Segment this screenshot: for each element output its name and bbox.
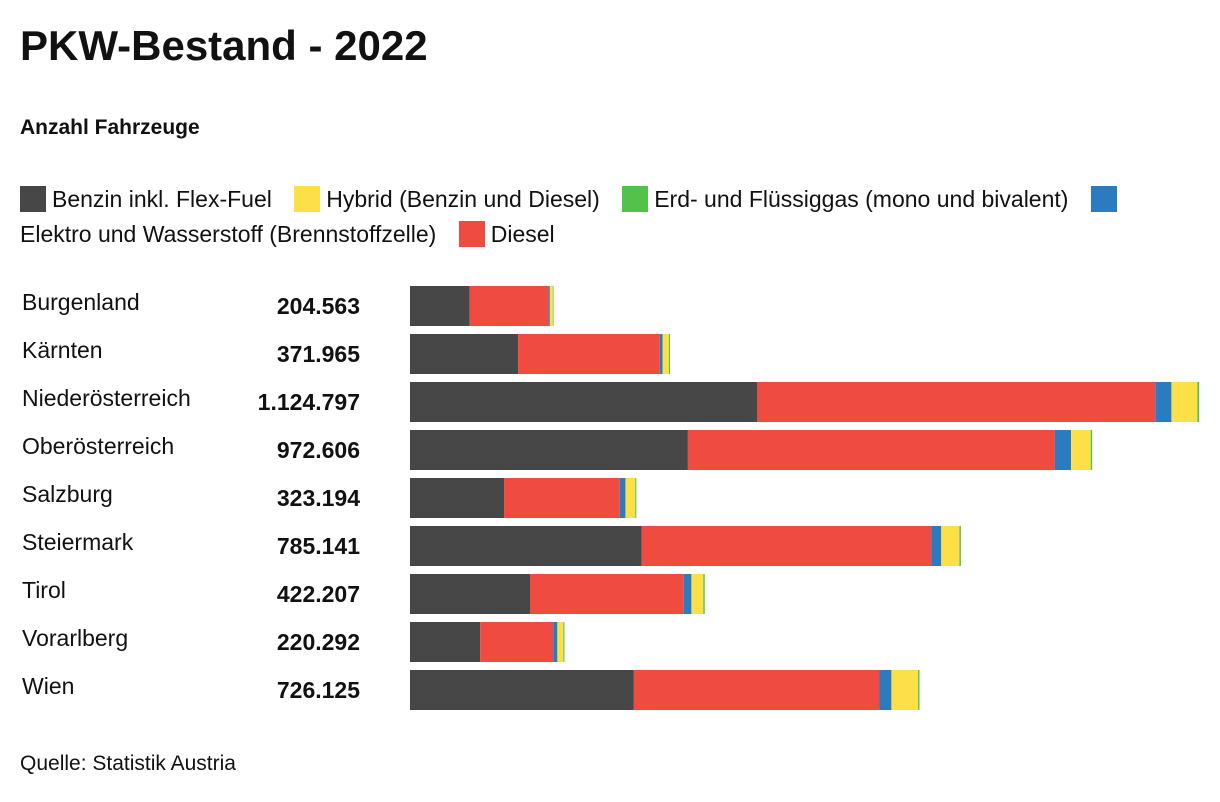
legend-swatch	[622, 186, 649, 212]
bar-segment	[941, 526, 960, 566]
legend-item: Hybrid (Benzin und Diesel)	[294, 186, 600, 212]
category-label: Kärnten	[22, 337, 103, 363]
bar-segment	[879, 670, 892, 710]
bar-segment	[683, 574, 692, 614]
legend-item: Erd- und Flüssiggas (mono und bivalent)	[622, 186, 1068, 212]
bar-segment	[635, 478, 637, 518]
bar-segment	[504, 478, 620, 518]
bar-segment	[757, 382, 1156, 422]
bar-segment	[410, 478, 505, 518]
category-label: Vorarlberg	[22, 625, 128, 651]
chart-subtitle: Anzahl Fahrzeuge	[20, 116, 200, 139]
bar-segment	[549, 286, 553, 326]
legend-swatch	[1090, 186, 1117, 212]
bar-segment	[410, 286, 470, 326]
bar-segment	[959, 526, 961, 566]
bar-segment	[469, 286, 549, 326]
source: Quelle: Statistik Austria	[20, 752, 236, 775]
legend-label: Erd- und Flüssiggas (mono und bivalent)	[654, 186, 1069, 212]
category-label: Wien	[22, 673, 74, 699]
legend-label: Hybrid (Benzin und Diesel)	[326, 186, 600, 212]
bar-segment	[1197, 382, 1200, 422]
bar-segment	[891, 670, 919, 710]
bar-segment	[625, 478, 636, 518]
category-label: Niederösterreich	[22, 385, 191, 411]
total-label: 422.207	[277, 581, 360, 607]
legend-item: Benzin inkl. Flex-Fuel	[20, 186, 272, 212]
category-label: Oberösterreich	[22, 433, 174, 459]
total-label: 726.125	[277, 677, 360, 703]
bar-segment	[563, 622, 565, 662]
total-label: 371.965	[277, 341, 360, 367]
plot: Burgenland 204.563 Kärnten 371.965 Niederöst…	[22, 286, 1200, 710]
legend-label: Diesel	[490, 221, 555, 247]
category-label: Steiermark	[22, 529, 134, 555]
bar-segment	[552, 286, 554, 326]
total-label: 204.563	[277, 293, 360, 319]
bar-segment	[530, 574, 684, 614]
legend: Benzin inkl. Flex-Fuel Hybrid (Benzin un…	[20, 182, 1130, 252]
legend-item: Elektro und Wasserstoff (Brennstoffzelle…	[20, 186, 1123, 247]
bar-segment	[1071, 430, 1091, 470]
bar-segment	[619, 478, 626, 518]
bar-segment	[1171, 382, 1198, 422]
bar-segment	[410, 430, 688, 470]
legend-swatch	[294, 186, 321, 212]
bar-segment	[557, 622, 564, 662]
bar-segment	[641, 526, 932, 566]
bar-segment	[1090, 430, 1093, 470]
bar-segment	[410, 334, 519, 374]
total-label: 785.141	[277, 533, 360, 559]
bar-segment	[480, 622, 554, 662]
legend-swatch	[20, 186, 46, 212]
total-label: 972.606	[277, 437, 360, 463]
bar-segment	[410, 382, 758, 422]
legend-label: Elektro und Wasserstoff (Brennstoffzelle…	[20, 221, 437, 247]
bar-segment	[659, 334, 663, 374]
bar-segment	[931, 526, 942, 566]
bar-segment	[662, 334, 669, 374]
bar-segment	[553, 622, 558, 662]
bar-segment	[1054, 430, 1072, 470]
legend-item: Diesel	[458, 221, 555, 247]
total-label: 220.292	[277, 629, 360, 655]
bar-segment	[518, 334, 660, 374]
bar-segment	[1155, 382, 1172, 422]
bar-segment	[687, 430, 1055, 470]
category-label: Burgenland	[22, 289, 140, 315]
total-label: 1.124.797	[258, 389, 360, 415]
bar-segment	[691, 574, 704, 614]
legend-swatch	[458, 221, 485, 247]
category-label: Salzburg	[22, 481, 113, 507]
bar-segment	[918, 670, 920, 710]
bar-segment	[668, 334, 671, 374]
bar-segment	[410, 670, 634, 710]
bar-segment	[410, 574, 531, 614]
chart-title: PKW-Bestand - 2022	[20, 22, 428, 69]
bar-segment	[703, 574, 705, 614]
bar-segment	[410, 622, 481, 662]
total-label: 323.194	[277, 485, 360, 511]
category-label: Tirol	[22, 577, 66, 603]
bar-segment	[548, 286, 550, 326]
bar-segment	[410, 526, 642, 566]
legend-label: Benzin inkl. Flex-Fuel	[52, 186, 272, 212]
bar-segment	[633, 670, 880, 710]
